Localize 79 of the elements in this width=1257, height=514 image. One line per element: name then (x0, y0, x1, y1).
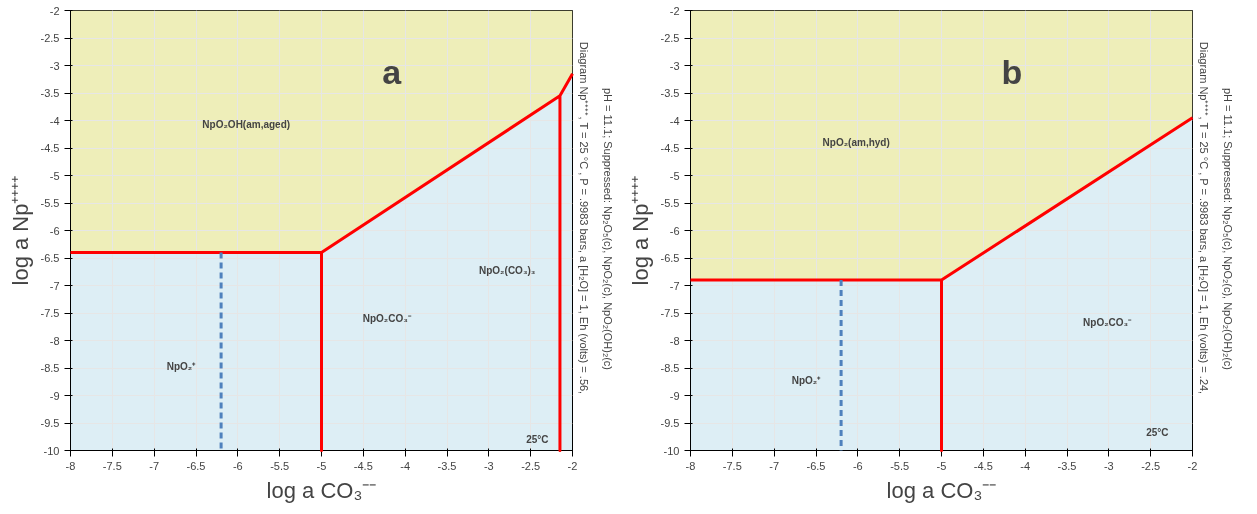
y-tick-label: -8 (49, 334, 60, 347)
x-tick-label: -2.5 (521, 459, 541, 472)
y-tick-label: -3 (49, 59, 60, 72)
x-tick-label: -4 (400, 459, 411, 472)
text: Diagram Np⁺⁺⁺⁺, T = 25 °C , P = .9983 bars, a [H₂O] = 1, Eh (volts) = .56, (577, 41, 590, 395)
x-tick-label: -6.5 (806, 459, 826, 472)
x-tick-label: -5.5 (270, 459, 290, 472)
y-tick-label: -4.5 (40, 142, 60, 154)
y-tick-label: -7.5 (660, 307, 680, 319)
annotation: 25°C (1146, 427, 1169, 439)
y-tick-label: -7 (669, 279, 680, 292)
y-axis-title: log a Np⁺⁺⁺⁺ (7, 175, 33, 286)
y-tick-label: -3.5 (660, 87, 680, 99)
annotation: NpO₂⁺ (791, 374, 822, 386)
y-tick-label: -5 (669, 169, 680, 182)
y-tick-label: -9 (49, 389, 60, 402)
y-tick-label: -9.5 (660, 417, 680, 429)
text: Diagram Np⁺⁺⁺⁺, T = 25 °C , P = .9983 bars, a [H₂O] = 1, Eh (volts) = .24, (1197, 41, 1210, 395)
x-tick-label: -4.5 (973, 459, 993, 472)
text: b (1001, 53, 1023, 92)
y-tick-label: -7.5 (40, 307, 60, 319)
y-tick-label: -6 (49, 224, 60, 237)
y-tick-label: -2.5 (660, 32, 680, 44)
x-tick-label: -7.5 (722, 459, 742, 472)
annotation: NpO₂CO₃⁻ (1083, 317, 1133, 329)
y-tick-label: -9.5 (40, 417, 60, 429)
annotation: NpO₂OH(am,aged) (202, 119, 291, 131)
y-tick-label: -2.5 (40, 32, 60, 44)
x-tick-label: -2 (567, 459, 578, 472)
y-axis-title: log a Np⁺⁺⁺⁺ (627, 175, 653, 286)
x-tick-label: -6 (852, 459, 863, 472)
x-tick-label: -3.5 (437, 459, 457, 472)
annotation: NpO₂(CO₃)₃ (479, 264, 536, 276)
y-tick-label: -10 (43, 444, 60, 457)
y-tick-label: -5.5 (40, 197, 60, 209)
y-tick-label: -6.5 (40, 252, 60, 264)
text: a (382, 53, 403, 92)
y-tick-label: -7 (49, 279, 60, 292)
y-tick-label: -2 (669, 4, 680, 17)
annotation: NpO₂⁺ (166, 361, 197, 373)
x-tick-label: -8 (685, 459, 696, 472)
y-tick-label: -3.5 (40, 87, 60, 99)
x-tick-label: -2 (1187, 459, 1198, 472)
y-tick-label: -3 (669, 59, 680, 72)
y-tick-label: -6 (669, 224, 680, 237)
x-tick-label: -7 (769, 459, 780, 472)
x-tick-label: -5 (936, 459, 947, 472)
x-tick-label: -5 (316, 459, 327, 472)
x-tick-label: -4.5 (353, 459, 373, 472)
x-tick-label: -6.5 (186, 459, 206, 472)
x-tick-label: -6 (232, 459, 243, 472)
annotation: NpO₂CO₃⁻ (362, 313, 412, 324)
y-tick-label: -8 (669, 334, 680, 347)
text: pH = 11.1; Suppressed: Np₂O₅(c), NpO₂(c), NpO₂(OH)₂(c) (1221, 87, 1234, 370)
y-tick-label: -5.5 (660, 197, 680, 209)
y-tick-label: -4 (669, 114, 680, 127)
x-tick-label: -4 (1020, 459, 1031, 472)
x-tick-label: -2.5 (1141, 459, 1161, 472)
text: pH = 11.1; Suppressed: Np₂O₅(c), NpO₂(c), NpO₂(OH)₂(c) (601, 87, 614, 370)
y-tick-label: -4.5 (660, 142, 680, 154)
y-tick-label: -9 (669, 389, 680, 402)
y-tick-label: -2 (49, 4, 60, 17)
x-tick-label: -3.5 (1057, 459, 1077, 472)
x-axis-title: log a CO₃⁻⁻ (266, 477, 377, 503)
x-tick-label: -8 (65, 459, 76, 472)
x-tick-label: -3 (483, 459, 494, 472)
y-tick-label: -10 (663, 444, 680, 457)
y-tick-label: -6.5 (660, 252, 680, 264)
x-tick-label: -3 (1103, 459, 1114, 472)
y-tick-label: -4 (49, 114, 60, 127)
y-tick-label: -8.5 (40, 362, 60, 374)
x-tick-label: -7 (149, 459, 160, 472)
annotation: NpO₂(am,hyd) (822, 137, 890, 148)
x-tick-label: -7.5 (102, 459, 122, 472)
y-tick-label: -5 (49, 169, 60, 182)
y-tick-label: -8.5 (660, 362, 680, 374)
x-tick-label: -5.5 (890, 459, 910, 472)
annotation: 25°C (526, 434, 549, 445)
x-axis-title: log a CO₃⁻⁻ (886, 477, 997, 503)
